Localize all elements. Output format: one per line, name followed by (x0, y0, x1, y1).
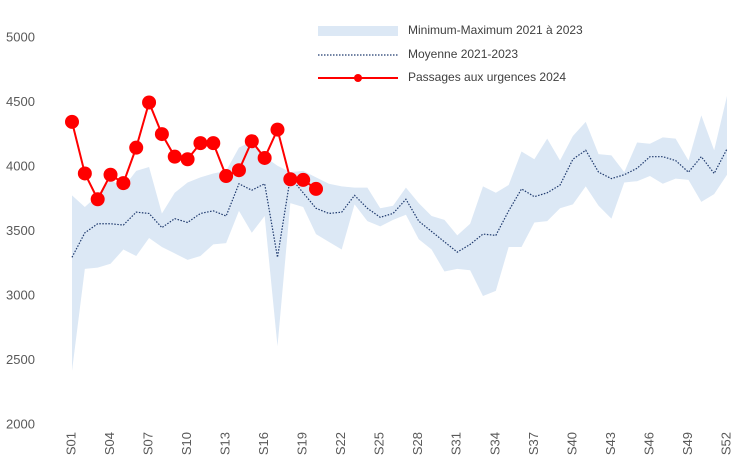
y-tick-label: 4500 (6, 94, 35, 109)
x-tick-label: S46 (641, 432, 656, 455)
legend-swatch (318, 26, 398, 36)
x-tick-label: S10 (179, 432, 194, 455)
x-tick-label: S22 (333, 432, 348, 455)
data-point (296, 172, 311, 187)
x-tick-label: S01 (63, 432, 78, 455)
data-point (193, 136, 208, 151)
data-point (167, 149, 182, 164)
data-point (180, 152, 195, 167)
y-tick-label: 3000 (6, 287, 35, 302)
legend-label: Passages aux urgences 2024 (408, 70, 566, 84)
data-point (231, 163, 246, 178)
x-tick-label: S13 (218, 432, 233, 455)
data-point (129, 140, 144, 155)
y-tick-label: 4000 (6, 158, 35, 173)
x-tick-label: S37 (526, 432, 541, 455)
x-tick-label: S28 (410, 432, 425, 455)
data-point (283, 172, 298, 187)
x-tick-label: S52 (718, 432, 733, 455)
x-tick-label: S16 (256, 432, 271, 455)
x-tick-label: S34 (487, 432, 502, 455)
data-point (103, 167, 118, 182)
data-point (116, 176, 131, 191)
data-point (65, 114, 79, 129)
data-point (142, 95, 157, 110)
data-point (219, 169, 234, 184)
series-line (71, 148, 728, 258)
band-area (72, 96, 727, 371)
legend-marker (354, 74, 362, 82)
data-point (270, 122, 285, 137)
legend-label: Minimum-Maximum 2021 à 2023 (408, 23, 583, 37)
y-tick-label: 2500 (6, 352, 35, 367)
x-tick-label: S19 (295, 432, 310, 455)
data-point (244, 134, 259, 149)
y-tick-label: 3500 (6, 223, 35, 238)
y-tick-label: 2000 (6, 416, 35, 431)
data-point (90, 192, 105, 207)
data-point (154, 127, 169, 142)
data-point (257, 150, 272, 165)
x-tick-label: S40 (564, 432, 579, 455)
data-point (309, 181, 324, 196)
x-tick-label: S25 (372, 432, 387, 455)
legend-label: Moyenne 2021-2023 (408, 47, 518, 61)
y-tick-label: 5000 (6, 29, 35, 44)
x-tick-label: S49 (680, 432, 695, 455)
x-tick-label: S07 (140, 432, 155, 455)
x-tick-label: S04 (102, 432, 117, 455)
data-point (206, 136, 221, 151)
data-point (77, 166, 92, 181)
x-tick-label: S31 (449, 432, 464, 455)
x-tick-label: S43 (603, 432, 618, 455)
